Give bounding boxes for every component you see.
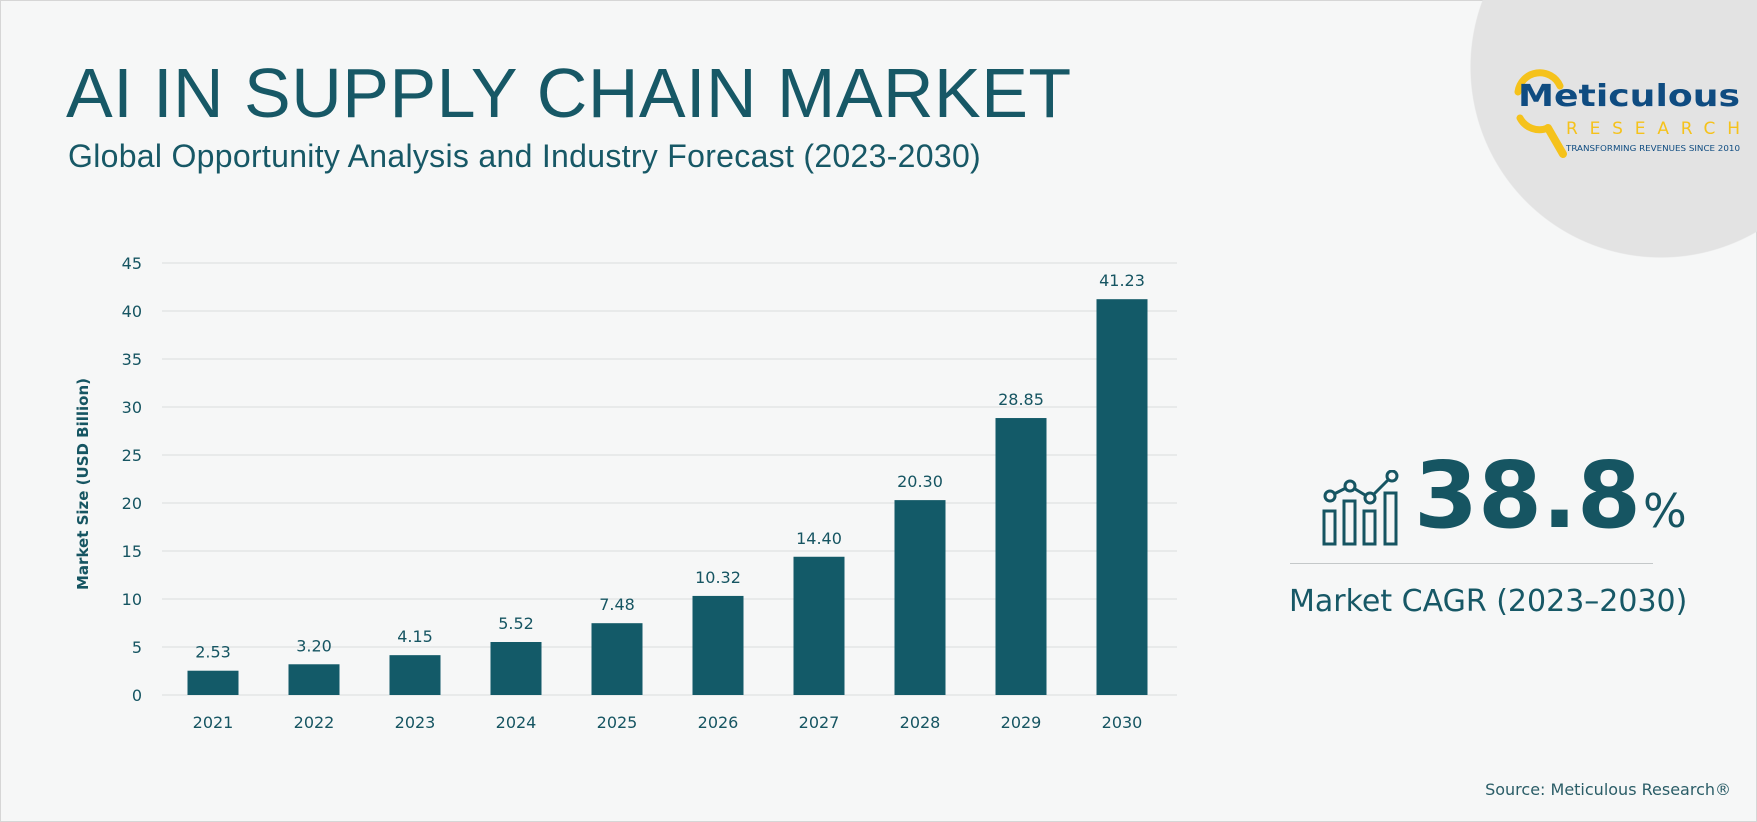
bar-2029 [995,418,1047,695]
bar-2026 [692,595,744,695]
data-label: 5.52 [498,614,534,633]
y-tick-labels: 0 5 10 15 20 25 30 35 40 45 [122,254,142,705]
x-tick-label: 2023 [395,713,436,732]
data-label: 14.40 [796,529,842,548]
data-label: 28.85 [998,390,1044,409]
y-tick-label: 0 [132,686,142,705]
bar-2021 [187,670,239,695]
data-label: 41.23 [1099,271,1145,290]
bar-2022 [288,664,340,695]
x-tick-label: 2030 [1102,713,1143,732]
cagr-number: 38.8 [1414,442,1641,549]
data-label: 3.20 [296,636,332,655]
x-tick-label: 2025 [597,713,638,732]
y-tick-label: 15 [122,542,142,561]
y-tick-label: 25 [122,446,142,465]
growth-chart-icon [1322,470,1399,546]
y-tick-label: 10 [122,590,142,609]
svg-text:TRANSFORMING REVENUES SINCE 20: TRANSFORMING REVENUES SINCE 2010 [1565,144,1740,153]
data-label: 20.30 [897,472,943,491]
y-tick-label: 5 [132,638,142,657]
y-tick-label: 40 [122,302,142,321]
data-label: 2.53 [195,643,231,662]
source-note: Source: Meticulous Research® [1485,780,1731,799]
cagr-label: Market CAGR (2023–2030) [1289,584,1688,619]
y-tick-label: 45 [122,254,142,273]
data-label: 7.48 [599,595,635,614]
cagr-value: 38.8% [1414,450,1687,542]
y-tick-label: 35 [122,350,142,369]
y-tick-label: 30 [122,398,142,417]
x-tick-label: 2027 [799,713,840,732]
x-tick-label: 2024 [496,713,537,732]
data-label: 10.32 [695,568,741,587]
cagr-unit: % [1643,484,1687,538]
bars [187,299,1148,695]
y-tick-label: 20 [122,494,142,513]
bar-2028 [894,500,946,695]
divider [1290,563,1653,564]
svg-text:RESEARCH: RESEARCH [1566,119,1740,139]
x-tick-labels: 2021 2022 2023 2024 2025 2026 2027 2028 2029 2030 [193,713,1143,732]
y-axis-label: Market Size (USD Billion) [74,378,92,590]
page-subtitle: Global Opportunity Analysis and Industry… [68,138,982,174]
page-title: AI IN SUPPLY CHAIN MARKET [66,54,1072,132]
data-label: 4.15 [397,627,433,646]
bar-2027 [793,556,845,695]
x-tick-label: 2021 [193,713,234,732]
bar-2030 [1096,299,1148,695]
svg-text:Meticulous: Meticulous [1518,79,1740,114]
x-tick-label: 2028 [900,713,941,732]
bar-2024 [490,642,542,695]
bar-2023 [389,655,441,695]
meticulous-research-logo: Meticulous RESEARCH TRANSFORMING REVENUE… [1514,69,1740,158]
logo-backdrop-circle [1470,0,1757,258]
x-tick-label: 2022 [294,713,335,732]
data-labels: 2.53 3.20 4.15 5.52 7.48 10.32 14.40 20.30 28.85… [195,271,1145,662]
x-tick-label: 2029 [1001,713,1042,732]
bar-2025 [591,623,643,695]
x-tick-label: 2026 [698,713,739,732]
